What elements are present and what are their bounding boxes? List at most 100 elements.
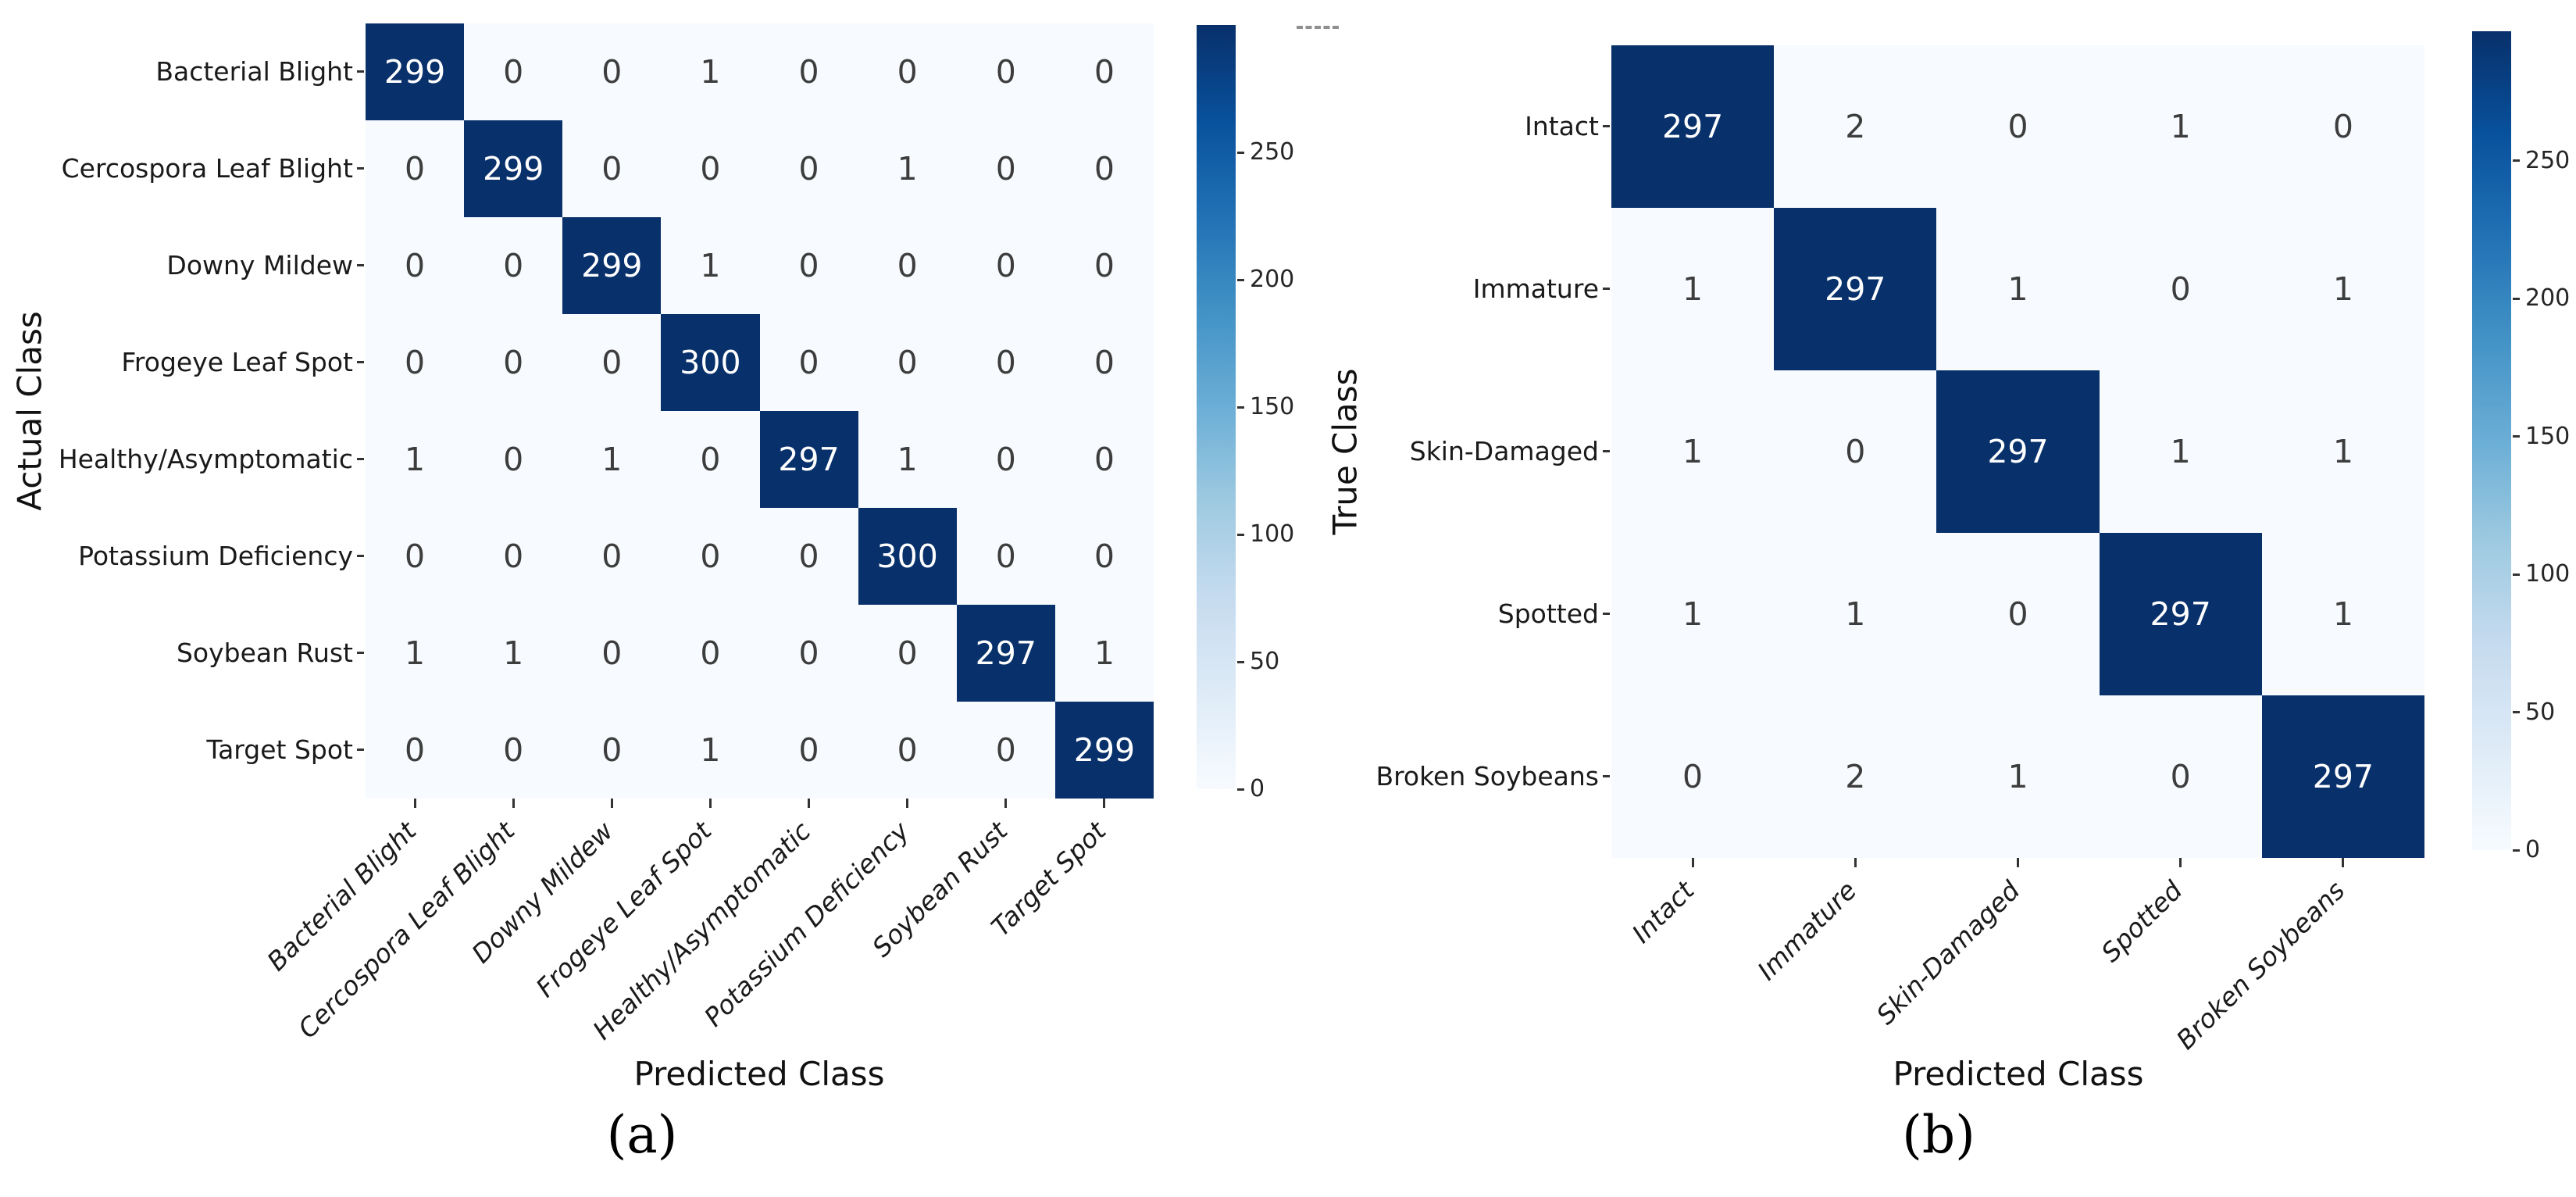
matrix-cell: 0 xyxy=(661,508,760,605)
matrix-cell: 0 xyxy=(1774,370,1937,533)
matrix-cell: 0 xyxy=(858,217,957,314)
x-tick-mark xyxy=(512,799,515,808)
cell-value: 0 xyxy=(995,731,1016,769)
y-axis-title-a: Actual Class xyxy=(10,311,49,511)
x-tick-mark xyxy=(906,799,909,808)
matrix-cell: 1 xyxy=(366,411,465,508)
colorbar-tick-label: 50 xyxy=(2525,698,2556,726)
colorbar-tick-mark xyxy=(2513,159,2520,163)
cell-value: 0 xyxy=(995,441,1016,478)
x-tick-mark xyxy=(2342,858,2345,867)
x-tick-mark xyxy=(1103,799,1106,808)
y-tick-label: Target Spot xyxy=(206,734,353,765)
y-tick-label: Skin-Damaged xyxy=(1409,436,1599,466)
cell-value: 1 xyxy=(2332,433,2353,470)
colorbar-tick-label: 150 xyxy=(1250,393,1295,420)
cell-value: 1 xyxy=(1845,595,1866,633)
panel-caption-b: (b) xyxy=(1902,1105,1975,1165)
matrix-cell: 0 xyxy=(956,314,1055,411)
matrix-cell: 0 xyxy=(661,411,760,508)
x-tick-mark xyxy=(413,799,416,808)
matrix-cell: 0 xyxy=(2261,45,2424,208)
x-tick-label: Bacterial Blight xyxy=(261,815,423,977)
cell-value: 300 xyxy=(680,344,741,381)
cell-value: 1 xyxy=(405,634,426,672)
colorbar-tick-label: 200 xyxy=(1250,266,1295,293)
cell-value: 300 xyxy=(876,538,938,575)
y-tick-label: Healthy/Asymptomatic xyxy=(58,444,353,474)
colorbar-tick-label: 150 xyxy=(2525,422,2571,450)
matrix-cell: 0 xyxy=(956,411,1055,508)
cell-value: 0 xyxy=(995,53,1016,91)
cell-value: 0 xyxy=(798,247,819,284)
matrix-cell: 0 xyxy=(366,508,465,605)
cell-value: 297 xyxy=(2150,595,2211,633)
cell-value: 0 xyxy=(1094,247,1115,284)
y-tick-mark xyxy=(1603,613,1610,615)
colorbar-tick-label: 100 xyxy=(2525,560,2571,588)
cell-value: 0 xyxy=(995,150,1016,188)
matrix-cell: 1 xyxy=(1611,208,1775,370)
colorbar-tick-label: 0 xyxy=(2525,836,2541,863)
cell-value: 0 xyxy=(601,53,623,91)
matrix-cell: 0 xyxy=(956,217,1055,314)
matrix-cell: 1 xyxy=(1774,533,1937,695)
matrix-cell: 0 xyxy=(2099,695,2262,858)
matrix-cell: 1 xyxy=(661,702,760,799)
matrix-cell: 299 xyxy=(562,217,662,314)
cell-value: 0 xyxy=(1094,538,1115,575)
cell-value: 297 xyxy=(1987,433,2049,470)
cell-value: 1 xyxy=(503,634,524,672)
matrix-cell: 2 xyxy=(1774,45,1937,208)
colorbar-tick-mark xyxy=(1237,788,1244,791)
cell-value: 2 xyxy=(1845,758,1866,795)
matrix-cell: 297 xyxy=(2261,695,2424,858)
y-tick-label: Immature xyxy=(1472,273,1599,304)
colorbar-tick-mark xyxy=(2513,711,2520,714)
y-tick-label: Intact xyxy=(1525,111,1599,141)
matrix-cell: 299 xyxy=(1054,702,1154,799)
cell-value: 0 xyxy=(2332,108,2353,145)
y-tick-label: Cercospora Leaf Blight xyxy=(61,153,353,184)
y-tick-label: Downy Mildew xyxy=(166,250,353,280)
colorbar-tick-mark xyxy=(2513,435,2520,438)
matrix-cell: 1 xyxy=(858,120,957,217)
matrix-cell: 0 xyxy=(759,217,858,314)
cell-value: 0 xyxy=(601,344,623,381)
matrix-cell: 0 xyxy=(1054,217,1154,314)
y-tick-mark xyxy=(357,555,364,557)
matrix-cell: 297 xyxy=(2099,533,2262,695)
cell-value: 1 xyxy=(700,731,721,769)
cell-value: 0 xyxy=(1094,441,1115,478)
x-tick-label: Immature xyxy=(1751,874,1863,986)
matrix-cell: 0 xyxy=(562,605,662,702)
matrix-cell: 1 xyxy=(661,217,760,314)
cell-value: 0 xyxy=(405,538,426,575)
cell-value: 0 xyxy=(700,634,721,672)
matrix-cell: 0 xyxy=(956,508,1055,605)
cell-value: 0 xyxy=(405,247,426,284)
cell-value: 297 xyxy=(1661,108,1724,145)
matrix-cell: 0 xyxy=(366,314,465,411)
x-tick-label: Broken Soybeans xyxy=(2170,874,2351,1056)
cell-value: 0 xyxy=(1094,344,1115,381)
matrix-cell: 0 xyxy=(1054,120,1154,217)
cell-value: 1 xyxy=(405,441,426,478)
matrix-cell: 0 xyxy=(1054,23,1154,120)
x-tick-label: Soybean Rust xyxy=(865,815,1014,963)
cell-value: 0 xyxy=(2170,270,2191,308)
cell-value: 0 xyxy=(798,731,819,769)
x-tick-label: Target Spot xyxy=(985,815,1112,942)
matrix-cell: 0 xyxy=(562,120,662,217)
colorbar-tick-mark xyxy=(2513,297,2520,300)
matrix-cell: 0 xyxy=(1936,45,2100,208)
cell-value: 0 xyxy=(897,731,918,769)
colorbar-tick-label: 200 xyxy=(2525,284,2571,313)
x-tick-mark xyxy=(1691,858,1694,867)
cell-value: 0 xyxy=(897,247,918,284)
cell-value: 0 xyxy=(700,538,721,575)
matrix-cell: 0 xyxy=(464,217,563,314)
matrix-cell: 0 xyxy=(562,702,662,799)
cell-value: 0 xyxy=(503,441,524,478)
